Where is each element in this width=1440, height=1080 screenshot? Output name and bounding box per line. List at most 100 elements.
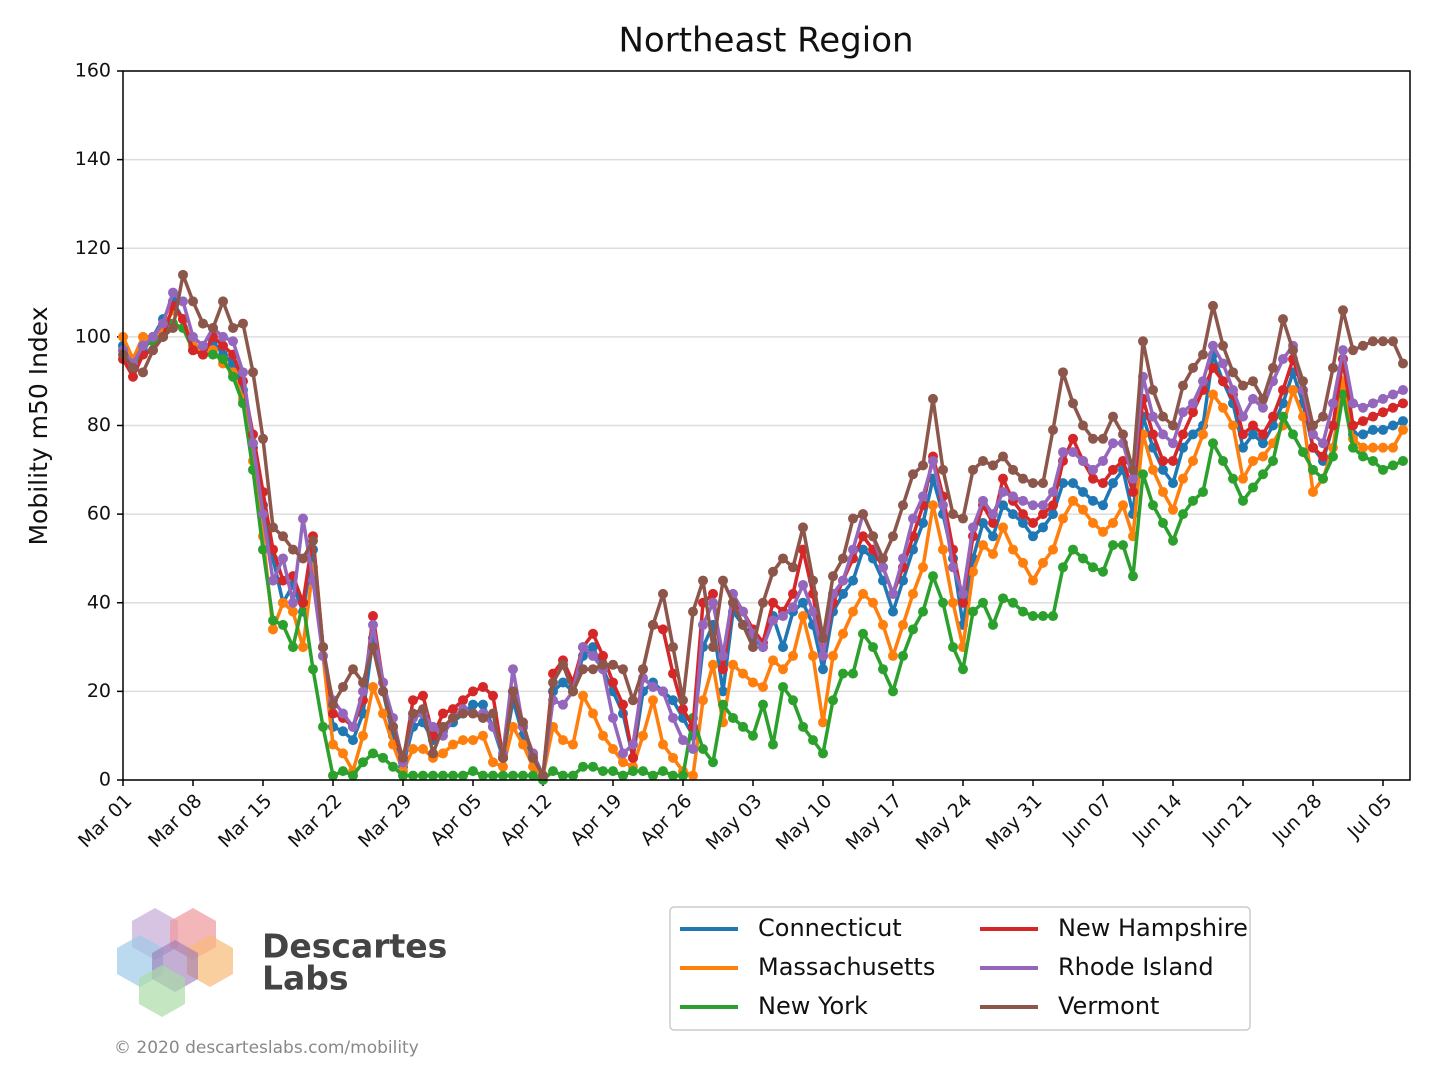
point [818, 717, 828, 728]
point [1028, 531, 1038, 542]
point [1118, 500, 1128, 511]
x-tick-label: Jun 14 [1128, 790, 1187, 849]
point [968, 566, 978, 577]
point [988, 460, 998, 471]
point [478, 730, 488, 741]
legend-label: New York [758, 992, 868, 1020]
point [618, 699, 628, 710]
point [1128, 464, 1138, 475]
point [718, 650, 728, 661]
point [1088, 473, 1098, 484]
point [858, 588, 868, 599]
point [628, 739, 638, 750]
point [868, 531, 878, 542]
point [628, 752, 638, 763]
point [878, 562, 888, 573]
point [1288, 345, 1298, 356]
point [1158, 411, 1168, 422]
legend: Connecticut Massachusetts New York New Hamp… [669, 906, 1251, 1031]
point [1308, 442, 1318, 453]
point [238, 318, 248, 329]
point [1068, 447, 1078, 458]
point [428, 748, 438, 759]
point [1328, 398, 1338, 409]
point [738, 606, 748, 617]
point [1308, 420, 1318, 431]
point [1028, 517, 1038, 528]
legend-label: New Hampshire [1058, 914, 1248, 942]
point [188, 345, 198, 356]
point [1148, 411, 1158, 422]
point [218, 331, 228, 342]
point [888, 686, 898, 697]
x-tick-label: Apr 19 [566, 790, 626, 850]
point [1078, 486, 1088, 497]
point [858, 544, 868, 555]
point [668, 695, 678, 706]
point [518, 739, 528, 750]
point [898, 553, 908, 564]
point [338, 748, 348, 759]
point [968, 522, 978, 533]
point [348, 664, 358, 675]
point [1358, 340, 1368, 351]
point [228, 371, 238, 382]
point [1268, 411, 1278, 422]
point [278, 619, 288, 630]
point [168, 287, 178, 298]
point [668, 668, 678, 679]
point [928, 455, 938, 466]
point [678, 695, 688, 706]
point [1238, 380, 1248, 391]
point [1068, 495, 1078, 506]
point [558, 677, 568, 688]
point [978, 540, 988, 551]
x-tick-label: Jun 07 [1058, 790, 1117, 849]
point [438, 708, 448, 719]
point [798, 522, 808, 533]
point [1008, 597, 1018, 608]
point [698, 743, 708, 754]
point [1078, 420, 1088, 431]
point [1168, 438, 1178, 449]
point [1258, 438, 1268, 449]
point [498, 770, 508, 781]
point [328, 770, 338, 781]
point [798, 611, 808, 622]
point [658, 686, 668, 697]
point [918, 606, 928, 617]
point [1378, 336, 1388, 347]
point [1018, 557, 1028, 568]
point [1358, 416, 1368, 427]
point [628, 766, 638, 777]
point [428, 770, 438, 781]
point [1168, 455, 1178, 466]
point [688, 606, 698, 617]
point [488, 708, 498, 719]
point [528, 752, 538, 763]
point [278, 575, 288, 586]
point [388, 761, 398, 772]
point [288, 606, 298, 617]
point [868, 597, 878, 608]
point [278, 553, 288, 564]
point [1088, 433, 1098, 444]
point [1398, 455, 1408, 466]
point [838, 668, 848, 679]
point [838, 628, 848, 639]
point [1328, 420, 1338, 431]
point [658, 766, 668, 777]
point [288, 544, 298, 555]
legend-label: Connecticut [758, 914, 902, 942]
point [848, 544, 858, 555]
point [1228, 473, 1238, 484]
point [788, 562, 798, 573]
point [728, 597, 738, 608]
point [1078, 553, 1088, 564]
point [1348, 442, 1358, 453]
point [1278, 411, 1288, 422]
point [648, 619, 658, 630]
point [828, 695, 838, 706]
point [328, 708, 338, 719]
point [1328, 451, 1338, 462]
